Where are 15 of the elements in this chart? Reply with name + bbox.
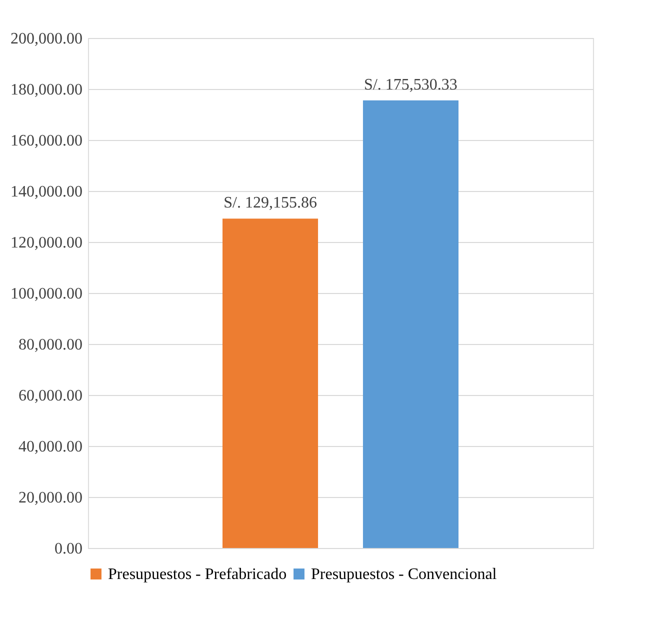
- y-tick-label: 120,000.00: [10, 234, 82, 252]
- y-tick-label: 40,000.00: [18, 438, 82, 456]
- y-tick-label: 60,000.00: [18, 388, 82, 404]
- y-tick-label: 180,000.00: [10, 82, 82, 98]
- y-tick-label: 160,000.00: [10, 132, 82, 150]
- legend-label: Presupuestos - Prefabricado: [108, 566, 287, 583]
- y-tick-label: 80,000.00: [18, 336, 82, 354]
- y-tick-label: 0.00: [54, 540, 82, 558]
- y-tick-label: 20,000.00: [18, 490, 82, 506]
- data-label: S/. 175,530.33: [364, 76, 458, 94]
- y-tick-label: 140,000.00: [10, 184, 82, 200]
- y-tick-label: 100,000.00: [10, 286, 82, 302]
- legend-label: Presupuestos - Convencional: [311, 566, 498, 583]
- y-tick-label: 200,000.00: [10, 30, 82, 48]
- data-label: S/. 129,155.86: [224, 194, 317, 212]
